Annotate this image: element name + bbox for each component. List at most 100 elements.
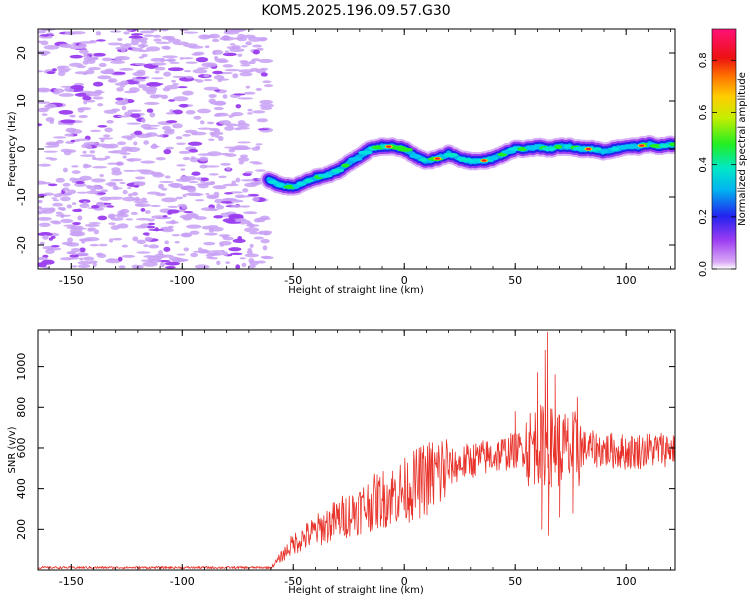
ridge-hotspot [585,147,591,151]
noise-blob [222,218,236,223]
noise-blob [145,89,157,95]
noise-blob [161,35,173,40]
noise-blob [66,204,72,209]
noise-blob [156,134,164,138]
noise-blob [161,59,177,62]
noise-blob [237,157,250,162]
noise-blob [104,155,111,159]
noise-blob [90,189,97,192]
noise-blob [131,33,144,36]
noise-blob [115,46,129,50]
noise-blob [38,232,53,237]
noise-blob [95,31,102,36]
noise-blob [177,86,188,89]
noise-blob [131,191,139,196]
noise-blob [189,230,200,235]
noise-blob [160,94,169,100]
noise-blob [67,257,80,260]
noise-blob [141,53,148,58]
noise-blob [191,132,198,136]
noise-blob [209,252,224,256]
noise-blob [83,256,95,261]
noise-blob [94,157,108,161]
noise-blob [256,260,266,264]
noise-blob [135,176,146,180]
noise-blob [222,236,234,241]
noise-blob [38,222,51,228]
noise-blob [169,61,180,64]
noise-blob [69,54,83,59]
noise-blob [151,77,164,80]
noise-blob [98,137,114,140]
noise-blob [244,171,254,174]
snr-ytick-label: 200 [15,519,28,540]
noise-blob [192,213,199,219]
noise-blob [223,183,239,187]
ridge-bead [541,146,557,151]
noise-blob [233,93,246,96]
noise-blob [164,261,181,266]
noise-blob [108,222,116,225]
noise-blob [76,252,89,257]
noise-blob [197,153,214,156]
noise-blob [155,41,171,44]
noise-blob [82,95,92,101]
noise-blob [159,262,166,268]
noise-blob [208,228,215,233]
noise-blob [188,193,204,196]
spectrogram-ytick-label: 10 [15,94,28,108]
noise-blob [135,217,151,221]
spectrogram-ytick-label: -10 [15,188,28,206]
noise-blob [244,253,259,258]
snr-panel: -150 -100 -50 0 50 100 200 400 600 800 1000 Height… [7,329,676,596]
noise-blob [67,237,74,243]
noise-blob [247,108,253,112]
noise-blob [70,248,81,253]
noise-blob [126,29,133,32]
ridge-bead [268,180,279,185]
noise-blob [72,42,77,47]
noise-blob [222,52,237,57]
noise-blob [160,29,169,32]
noise-blob [224,68,240,72]
noise-blob [149,112,156,118]
noise-blob [51,68,57,72]
noise-blob [133,130,143,136]
colorbar-tick-label: 0.6 [698,105,709,121]
noise-blob [163,46,171,50]
noise-blob [117,141,127,146]
noise-blob [79,175,93,181]
spectrogram-ytick-label: 0 [15,146,28,153]
noise-blob [204,232,218,236]
noise-blob [143,140,150,145]
noise-blob [165,120,178,124]
noise-blob [192,250,205,253]
spectrogram-xtick-label: -50 [284,274,302,287]
noise-blob [106,143,119,149]
noise-blob [158,183,164,189]
spectrogram-xtick-label: 100 [616,274,637,287]
noise-blob [47,183,58,187]
noise-blob [158,250,164,256]
noise-blob [46,142,57,146]
noise-blob [182,57,194,60]
noise-blob [239,257,246,260]
ridge-bead [488,156,499,161]
colorbar-frame [711,28,737,270]
noise-blob [133,184,140,188]
noise-blob [214,58,228,63]
snr-series-layer [38,331,675,570]
noise-blob [38,216,52,221]
noise-blob [176,164,186,167]
noise-blob [41,113,48,117]
noise-blob [212,49,224,55]
noise-blob [95,201,105,207]
noise-blob [237,97,254,100]
noise-blob [134,203,144,207]
colorbar-tick-label: 0.2 [698,209,709,225]
noise-blob [97,192,107,195]
noise-blob [71,165,79,168]
noise-blob [185,61,198,64]
noise-blob [182,90,194,96]
